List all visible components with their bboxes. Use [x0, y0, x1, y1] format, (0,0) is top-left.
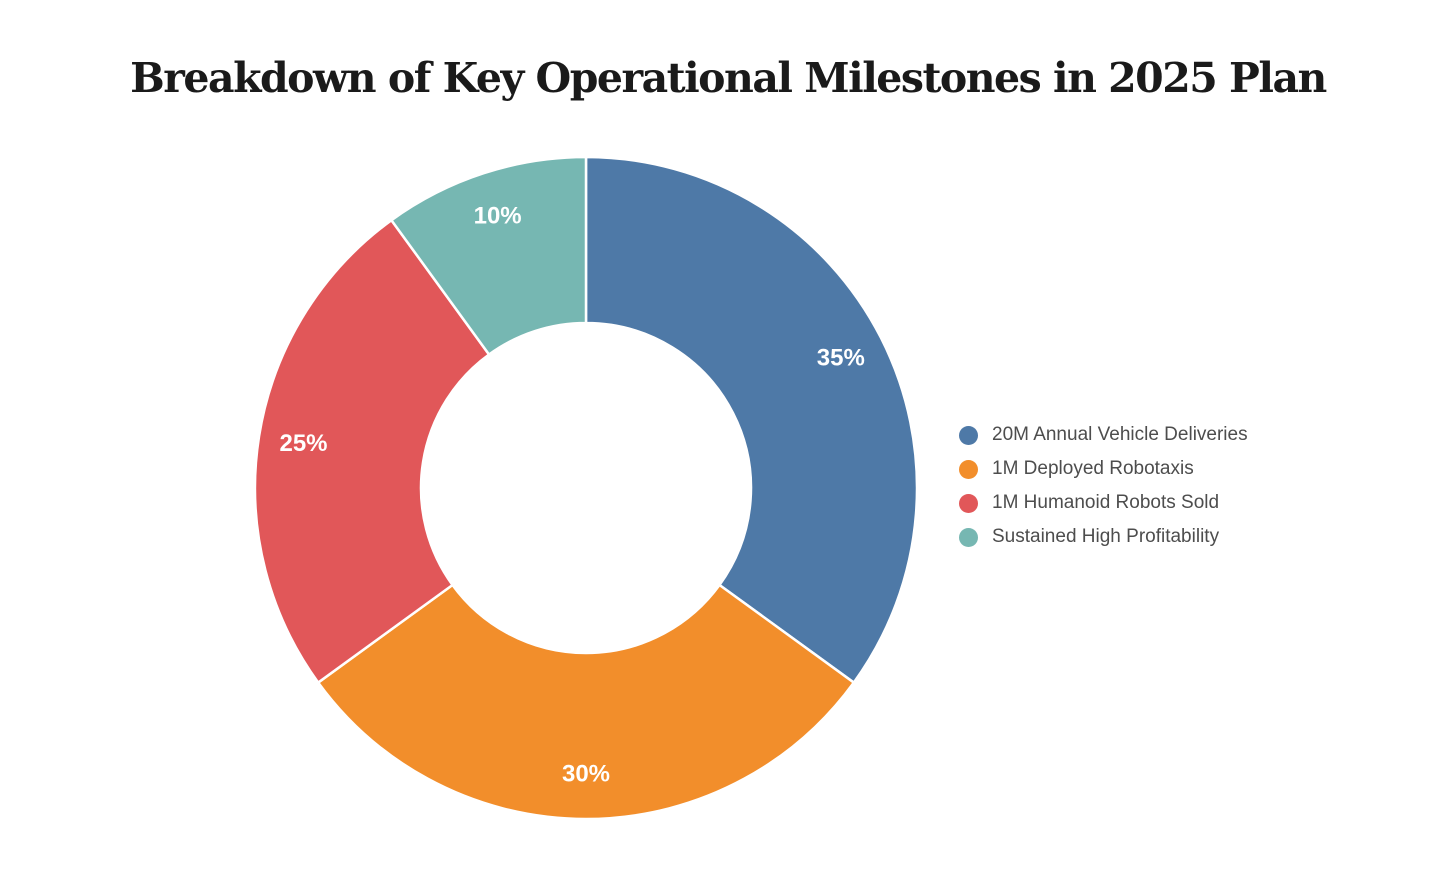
legend-swatch — [959, 493, 978, 513]
donut-slice — [253, 218, 491, 684]
legend-label: Sustained High Profitability — [992, 526, 1220, 547]
legend-label: 1M Deployed Robotaxis — [992, 458, 1194, 479]
slice-percent-label: 25% — [279, 430, 327, 457]
legend-label: 20M Annual Vehicle Deliveries — [992, 424, 1248, 445]
donut-slice — [390, 155, 588, 356]
legend-item: 1M Deployed Robotaxis — [959, 452, 1248, 486]
legend: 20M Annual Vehicle Deliveries 1M Deployed… — [959, 418, 1248, 554]
slice-percent-label: 10% — [474, 202, 522, 229]
legend-swatch — [959, 425, 978, 445]
donut-slice — [584, 155, 919, 684]
slice-percent-label: 30% — [562, 761, 610, 788]
donut-slice — [316, 583, 856, 821]
legend-label: 1M Humanoid Robots Sold — [992, 492, 1220, 513]
legend-swatch — [959, 527, 978, 547]
legend-swatch — [959, 459, 978, 479]
legend-item: Sustained High Profitability — [959, 520, 1248, 554]
legend-item: 1M Humanoid Robots Sold — [959, 486, 1248, 520]
legend-item: 20M Annual Vehicle Deliveries — [959, 418, 1248, 452]
slice-percent-label: 35% — [817, 345, 865, 372]
chart-title: Breakdown of Key Operational Milestones … — [130, 54, 1327, 102]
